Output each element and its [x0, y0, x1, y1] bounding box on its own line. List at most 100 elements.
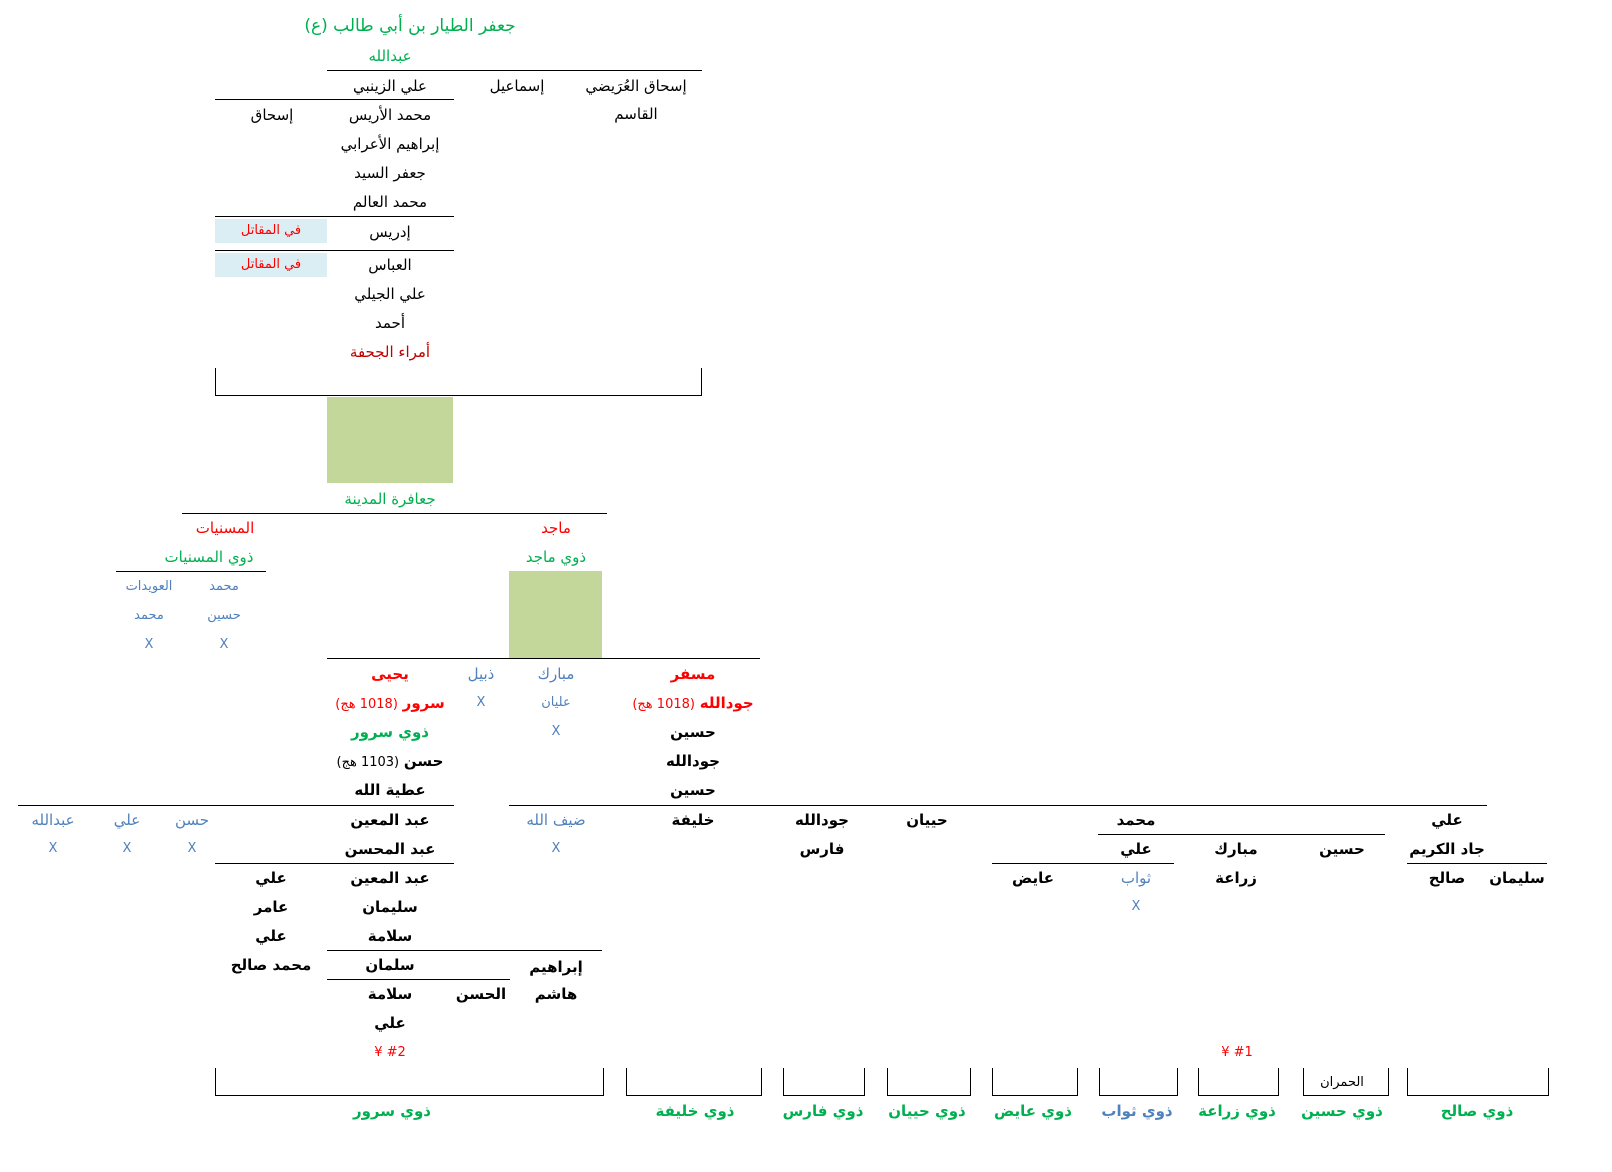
- ishaq-uraydi-node: إسحاق العُرَيضي: [585, 77, 687, 95]
- line-musanniyat-children: [116, 571, 266, 572]
- line-madina-children: [182, 513, 607, 514]
- clan-ayid-label: ذوي عايض: [994, 1102, 1072, 1120]
- dhubayl-node: ذبيل: [467, 665, 495, 683]
- ali2-node: علي: [1120, 840, 1152, 858]
- line-salama-children: [327, 950, 602, 951]
- line-muhammad-children: [1098, 834, 1385, 835]
- line-atiyya-children: [18, 805, 454, 806]
- side-lineage-item: علي: [255, 869, 287, 887]
- connector-box: [327, 397, 453, 483]
- hasan-date: (1103 هج): [336, 755, 400, 770]
- jawdallah-date: (1018 هج): [632, 697, 695, 712]
- mubarak-node: مبارك: [537, 665, 575, 683]
- extinct-mark: X: [187, 841, 197, 856]
- maqatil-note: في المقاتل: [215, 219, 327, 243]
- atiyya-son: عبدالله: [31, 811, 75, 829]
- salman-node: سلمان: [365, 956, 415, 974]
- musfir-node: مسفر: [670, 665, 716, 683]
- muhammad-node: محمد: [1116, 811, 1156, 829]
- ali-zainabi-node: علي الزينبي: [353, 77, 427, 95]
- extinct-mark: X: [476, 695, 486, 710]
- dhawi-surur-label: ذوي سرور: [350, 723, 430, 741]
- maqatil-note: في المقاتل: [215, 253, 327, 277]
- jawdallah2-node: جودالله: [795, 811, 849, 829]
- musanniyat-son: حسين: [207, 608, 241, 623]
- bracket-faris: [783, 1068, 865, 1096]
- lineage-item: جودالله: [666, 752, 720, 770]
- bracket-hayyan: [887, 1068, 971, 1096]
- ali3-node: علي: [1431, 811, 1463, 829]
- reference-2: ¥ #2: [374, 1045, 406, 1060]
- lineage-item: حسين: [670, 723, 716, 741]
- side-lineage-item: علي: [255, 927, 287, 945]
- bracket-surur: [215, 1068, 604, 1096]
- extinct-mark: X: [1131, 899, 1141, 914]
- mubarak2-node: مبارك: [1214, 840, 1258, 858]
- dhawi-musanniyat-label: ذوي المسنيات: [164, 548, 254, 566]
- abdulmuhsin-node: عبد المحسن: [344, 840, 436, 858]
- abdulmuin-node: عبد المعين: [350, 811, 430, 829]
- hasan2-node: الحسن: [455, 985, 507, 1003]
- husayn2-node: حسين: [1319, 840, 1365, 858]
- bracket-top-group: [215, 368, 702, 396]
- musanniyat-son: محمد: [134, 608, 164, 623]
- idris-node: إدريس: [369, 223, 411, 241]
- ahmad-node: أحمد: [375, 314, 405, 332]
- side-lineage-item: عامر: [253, 898, 289, 916]
- yahya-node: يحيى: [371, 665, 409, 683]
- line-abbas: [215, 250, 454, 251]
- clan-salih-label: ذوي صالح: [1440, 1102, 1514, 1120]
- extinct-mark: X: [122, 841, 132, 856]
- ayid-node: عايض: [1012, 869, 1054, 887]
- extinct-mark: X: [219, 637, 229, 652]
- abbas-node: العباس: [368, 256, 412, 274]
- atiyya-node: عطية الله: [354, 781, 426, 799]
- line-zainabi-children: [215, 99, 454, 100]
- clan-thawab-label: ذوي ثواب: [1101, 1102, 1173, 1120]
- bracket-salih: [1407, 1068, 1549, 1096]
- bracket-ayid: [992, 1068, 1078, 1096]
- hayyan-node: حييان: [906, 811, 948, 829]
- surur-name: سرور: [402, 694, 445, 712]
- salih-node: صالح: [1428, 869, 1466, 887]
- lineage-item: جعفر السيد: [354, 164, 426, 182]
- dhawi-majid-label: ذوي ماجد: [525, 548, 587, 566]
- extinct-mark: X: [551, 724, 561, 739]
- side-lineage-item: محمد صالح: [230, 956, 312, 974]
- faris-node: فارس: [799, 840, 845, 858]
- ziraa-node: زراعة: [1215, 869, 1257, 887]
- clan-ziraa-label: ذوي زراعة: [1198, 1102, 1276, 1120]
- humran-label: الحمران: [1320, 1075, 1364, 1090]
- lineage-item: محمد العالم: [352, 193, 428, 211]
- salama-node: سلامة: [367, 985, 413, 1003]
- bracket-husayn: [1303, 1068, 1389, 1096]
- majid-node: ماجد: [541, 519, 571, 537]
- bracket-thawab: [1099, 1068, 1178, 1096]
- ishaq-node: إسحاق: [250, 106, 294, 124]
- musanniyat-son: محمد: [209, 579, 239, 594]
- hasan-name: حسن: [403, 752, 444, 770]
- lineage-item: عبد المعين: [350, 869, 430, 887]
- root-ancestor: جعفر الطيار بن أبي طالب (ع): [304, 16, 516, 36]
- extinct-mark: X: [551, 841, 561, 856]
- surur-date: (1018 هج): [335, 697, 398, 712]
- musanniyat-node: المسنيات: [195, 519, 255, 537]
- ali-node: علي: [374, 1014, 406, 1032]
- jawdallah-name: جودالله: [699, 694, 754, 712]
- dayfallah-node: ضيف الله: [526, 811, 586, 829]
- clan-hayyan-label: ذوي حييان: [888, 1102, 966, 1120]
- lineage-item: إبراهيم الأعرابي: [340, 135, 440, 153]
- line-abdullah-children: [327, 70, 702, 71]
- line-abdulmuhsin-children: [215, 863, 454, 864]
- lineage-item: سلامة: [367, 927, 413, 945]
- sulayman-node: سليمان: [1489, 869, 1545, 887]
- clan-surur-label: ذوي سرور: [352, 1102, 432, 1120]
- thawab-node: ثواب: [1120, 869, 1152, 887]
- khalifa-node: خليفة: [671, 811, 715, 829]
- qasim-node: القاسم: [614, 105, 658, 123]
- jaafira-madina-label: جعافرة المدينة: [344, 490, 436, 508]
- ali-jili-node: علي الجيلي: [354, 285, 426, 303]
- jawdallah-node: جودالله (1018 هج): [632, 693, 753, 715]
- hasan-node: حسن (1103 هج): [337, 751, 444, 773]
- bracket-ziraa: [1198, 1068, 1279, 1096]
